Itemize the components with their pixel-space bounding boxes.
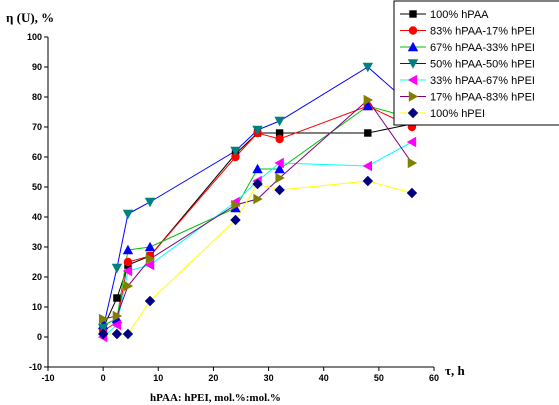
data-point bbox=[252, 163, 263, 174]
series-markers bbox=[97, 62, 418, 343]
data-point bbox=[122, 244, 134, 255]
data-point bbox=[274, 116, 285, 127]
x-tick-group: -10 0 10 20 30 40 50 60 bbox=[41, 367, 439, 383]
legend-marker bbox=[408, 91, 419, 102]
data-point bbox=[252, 125, 263, 136]
series-line bbox=[102, 105, 413, 326]
y-tick-label: 80 bbox=[32, 92, 42, 102]
x-axis-title: τ, h bbox=[445, 363, 465, 378]
legend-marker bbox=[407, 74, 418, 86]
y-tick-label: 50 bbox=[32, 182, 42, 192]
y-tick-label: 70 bbox=[32, 122, 42, 132]
data-point bbox=[145, 253, 156, 265]
legend-label: 100% hPEI bbox=[430, 108, 485, 120]
y-tick-label: -10 bbox=[29, 362, 42, 372]
data-point bbox=[144, 197, 156, 208]
y-axis-title: η (U), % bbox=[6, 10, 54, 25]
data-point bbox=[111, 263, 123, 274]
data-point bbox=[362, 62, 374, 73]
y-tick-label: 90 bbox=[32, 62, 42, 72]
data-point bbox=[123, 257, 133, 267]
data-point bbox=[274, 157, 284, 169]
x-tick-label: 20 bbox=[208, 373, 218, 383]
legend-marker bbox=[407, 41, 419, 52]
y-tick-group: -10 0 10 20 30 40 50 60 70 80 90 100 bbox=[27, 32, 48, 372]
data-point bbox=[144, 295, 156, 307]
y-tick-label: 0 bbox=[37, 332, 42, 342]
legend-marker bbox=[407, 107, 419, 119]
legend-marker bbox=[408, 26, 418, 35]
data-point bbox=[230, 146, 241, 157]
x-tick-label: 10 bbox=[153, 373, 163, 383]
data-point bbox=[406, 136, 417, 148]
legend-items: 100% hPAA 83% hPAA-17% hPEI 67% hPAA-33% h… bbox=[400, 9, 535, 120]
data-point bbox=[144, 259, 155, 271]
y-tick-label: 40 bbox=[32, 212, 42, 222]
data-point bbox=[122, 209, 134, 220]
data-point bbox=[364, 129, 372, 137]
data-point bbox=[97, 323, 109, 334]
x-tick-label: 30 bbox=[264, 373, 274, 383]
x-tick-label: 50 bbox=[374, 373, 384, 383]
x-caption: hPAA: hPEI, mol.%:mol.% bbox=[150, 392, 281, 404]
data-point bbox=[363, 94, 374, 106]
legend-marker bbox=[407, 59, 419, 69]
legend-marker bbox=[409, 10, 417, 18]
data-point bbox=[97, 328, 109, 340]
legend: 100% hPAA 83% hPAA-17% hPEI 67% hPAA-33% h… bbox=[393, 0, 559, 126]
data-point bbox=[144, 241, 156, 252]
legend-label: 100% hPAA bbox=[430, 9, 489, 21]
data-point bbox=[275, 129, 284, 137]
y-tick-label: 30 bbox=[32, 242, 42, 252]
legend-label: 67% hPAA-33% hPEI bbox=[430, 42, 535, 54]
x-tick-label: 0 bbox=[101, 373, 106, 383]
data-point bbox=[362, 175, 374, 187]
legend-label: 83% hPAA-17% hPEI bbox=[430, 26, 535, 38]
data-point bbox=[111, 328, 123, 340]
data-point bbox=[123, 280, 134, 292]
x-tick-label: -10 bbox=[41, 373, 54, 383]
data-point bbox=[98, 313, 109, 325]
legend-label: 17% hPAA-83% hPEI bbox=[430, 92, 535, 104]
data-point bbox=[275, 172, 285, 184]
x-tick-label: 60 bbox=[429, 373, 439, 383]
data-point bbox=[407, 157, 418, 169]
data-point bbox=[122, 265, 133, 277]
x-tick-label: 40 bbox=[319, 373, 329, 383]
data-point bbox=[362, 160, 373, 172]
legend-label: 50% hPAA-50% hPEI bbox=[430, 59, 535, 71]
legend-label: 33% hPAA-67% hPEI bbox=[430, 75, 535, 87]
data-point bbox=[231, 152, 240, 162]
data-point bbox=[274, 163, 285, 174]
data-point bbox=[113, 294, 121, 302]
y-tick-label: 60 bbox=[32, 152, 42, 162]
y-tick-label: 100 bbox=[27, 32, 42, 42]
data-point bbox=[112, 310, 123, 322]
data-point bbox=[252, 178, 263, 190]
data-point bbox=[111, 319, 122, 331]
y-tick-label: 20 bbox=[32, 272, 42, 282]
data-point bbox=[362, 100, 374, 111]
data-point bbox=[406, 187, 418, 199]
data-point bbox=[253, 193, 263, 205]
data-point bbox=[274, 184, 285, 196]
data-point bbox=[230, 214, 241, 226]
data-point bbox=[122, 328, 134, 340]
data-point bbox=[275, 134, 284, 144]
y-tick-label: 10 bbox=[32, 302, 42, 312]
data-point bbox=[231, 199, 241, 211]
